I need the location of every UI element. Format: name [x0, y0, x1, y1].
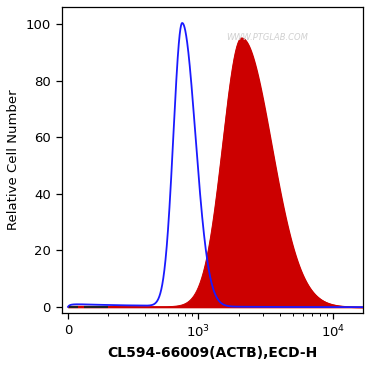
Text: WWW.PTGLAB.COM: WWW.PTGLAB.COM — [226, 33, 307, 42]
Y-axis label: Relative Cell Number: Relative Cell Number — [7, 90, 20, 230]
X-axis label: CL594-66009(ACTB),ECD-H: CL594-66009(ACTB),ECD-H — [107, 346, 317, 360]
